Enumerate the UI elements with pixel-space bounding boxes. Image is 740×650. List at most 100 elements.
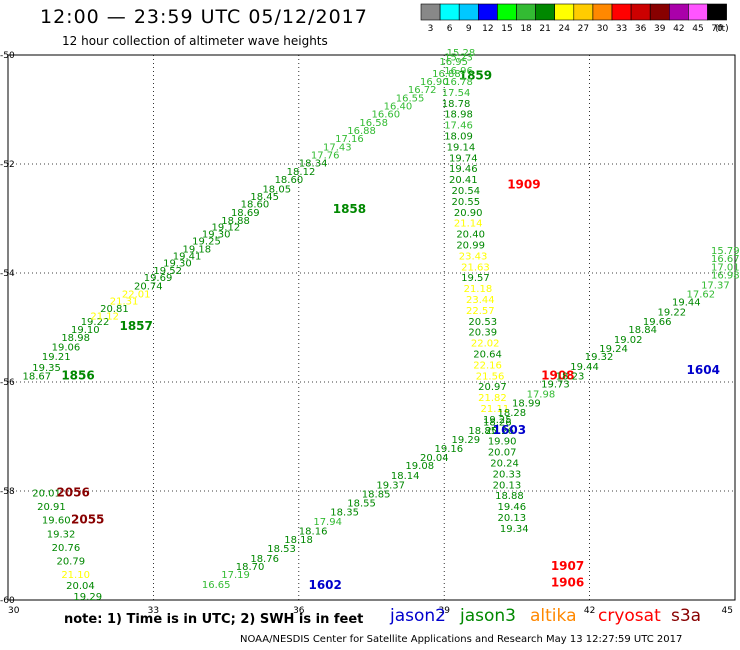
track-time-label: 1603 — [493, 423, 526, 437]
swh-point-label: 20.76 — [52, 543, 81, 554]
swh-point-label: 16.88 — [432, 69, 461, 80]
legend-tick-label: 9 — [466, 24, 472, 34]
swh-point-label: 18.26 — [483, 418, 512, 429]
x-tick-label: 42 — [584, 606, 595, 616]
swh-point-label: 18.67 — [23, 371, 52, 382]
track-time-label: 1857 — [119, 319, 152, 333]
swh-point-label: 18.60 — [275, 175, 304, 186]
swh-point-label: 18.76 — [250, 554, 279, 565]
swh-point-label: 17.54 — [442, 88, 471, 99]
swh-point-label: 17.16 — [335, 134, 364, 145]
legend-tick-label: 45 — [692, 24, 703, 34]
swh-point-label: 19.08 — [405, 461, 434, 472]
swh-point-label: 16.65 — [202, 580, 231, 591]
track-time-label: 1856 — [61, 368, 94, 382]
swh-point-label: 17.62 — [687, 290, 716, 301]
swh-point-label: 19.06 — [52, 342, 81, 353]
swh-point-label: 22.02 — [471, 339, 500, 350]
swh-point-label: 16.67 — [711, 254, 740, 265]
x-tick-label: 45 — [722, 606, 733, 616]
swh-point-label: 20.97 — [478, 382, 507, 393]
swh-point-label: 18.23 — [556, 371, 585, 382]
swh-point-label: 18.09 — [444, 131, 473, 142]
swh-point-label: 22.16 — [473, 360, 502, 371]
swh-point-label: 18.88 — [221, 216, 250, 227]
swh-point-label: 20.99 — [456, 240, 485, 251]
swh-point-label: 21.31 — [110, 297, 139, 308]
satellite-altika-label: altika — [530, 606, 577, 626]
legend-tick-label: 30 — [597, 24, 609, 34]
legend-swatch — [477, 3, 498, 21]
swh-point-label: 20.41 — [449, 175, 478, 186]
swh-point-label: 19.29 — [451, 435, 480, 446]
track-time-label: 2055 — [71, 513, 104, 527]
swh-point-label: 19.16 — [435, 444, 464, 455]
legend-tick-label: 3 — [428, 24, 434, 34]
swh-point-label: 19.22 — [657, 308, 686, 319]
swh-point-label: 19.60 — [42, 516, 71, 527]
swh-point-label: 20.53 — [468, 317, 497, 328]
swh-point-label: 19.73 — [541, 379, 570, 390]
swh-point-label: 19.02 — [614, 335, 643, 346]
swh-point-label: 18.34 — [299, 159, 328, 170]
legend-swatch — [420, 3, 441, 21]
swh-point-label: 19.44 — [570, 362, 599, 373]
swh-point-label: 18.99 — [512, 399, 541, 410]
y-tick-label: -50 — [0, 51, 15, 61]
swh-point-label: 18.69 — [231, 208, 260, 219]
swh-point-label: 15.79 — [711, 246, 740, 257]
swh-point-label: 19.22 — [81, 317, 110, 328]
swh-point-label: 20.40 — [456, 230, 485, 241]
swh-point-label: 19.32 — [585, 352, 614, 363]
swh-point-label: 19.69 — [144, 273, 173, 284]
legend-swatch — [535, 3, 555, 21]
swh-point-label: 16.72 — [408, 85, 437, 96]
swh-point-label: 20.64 — [473, 349, 502, 360]
y-tick-label: -52 — [0, 160, 15, 170]
track-time-label: 1909 — [507, 178, 540, 192]
y-tick-label: -56 — [0, 378, 15, 388]
swh-point-label: 16.96 — [444, 66, 473, 77]
track-time-label: 1602 — [308, 578, 341, 592]
swh-point-label: 18.55 — [347, 498, 376, 509]
legend-tick-label: 18 — [520, 24, 532, 34]
legend-tick-label: 39 — [654, 24, 666, 34]
swh-point-label: 19.29 — [73, 592, 102, 603]
swh-point-label: 20.13 — [493, 480, 522, 491]
plot-frame — [7, 54, 736, 601]
satellite-cryosat-label: cryosat — [598, 606, 661, 626]
swh-point-label: 18.05 — [262, 184, 291, 195]
swh-point-label: 23.44 — [466, 295, 495, 306]
swh-point-label: 22.01 — [122, 290, 151, 301]
swh-point-label: 18.14 — [391, 471, 420, 482]
swh-point-label: 19.30 — [163, 258, 192, 269]
swh-point-label: 21.63 — [461, 262, 490, 273]
swh-point-label: 20.91 — [37, 502, 66, 513]
legend-swatch — [668, 3, 689, 21]
swh-point-label: 20.07 — [488, 448, 517, 459]
swh-point-label: 16.90 — [420, 77, 449, 88]
track-time-label: 1859 — [459, 69, 492, 83]
swh-point-label: 17.94 — [313, 517, 342, 528]
swh-point-label: 19.66 — [643, 317, 672, 328]
swh-point-label: 20.54 — [451, 186, 480, 197]
swh-point-label: 18.53 — [267, 544, 296, 555]
swh-point-label: 20.33 — [493, 469, 522, 480]
swh-point-label: 18.85 — [362, 490, 391, 501]
swh-point-label: 20.39 — [468, 328, 497, 339]
swh-point-label: 18.84 — [628, 325, 657, 336]
legend-swatch — [554, 3, 575, 21]
swh-point-label: 20.90 — [454, 208, 483, 219]
legend-swatch — [592, 3, 613, 21]
track-time-label: 1908 — [541, 368, 574, 382]
swh-point-label: 15.28 — [447, 48, 476, 59]
swh-point-label: 19.35 — [32, 363, 61, 374]
track-time-label: 1858 — [333, 202, 366, 216]
legend-tick-label: 6 — [447, 24, 453, 34]
credit-line: NOAA/NESDIS Center for Satellite Applica… — [240, 634, 683, 645]
legend-tick-label: 36 — [635, 24, 647, 34]
legend-swatch — [573, 3, 594, 21]
legend-tick-label: 27 — [578, 24, 589, 34]
legend-unit-label: (ft) — [715, 24, 729, 34]
legend-swatch — [611, 3, 632, 21]
